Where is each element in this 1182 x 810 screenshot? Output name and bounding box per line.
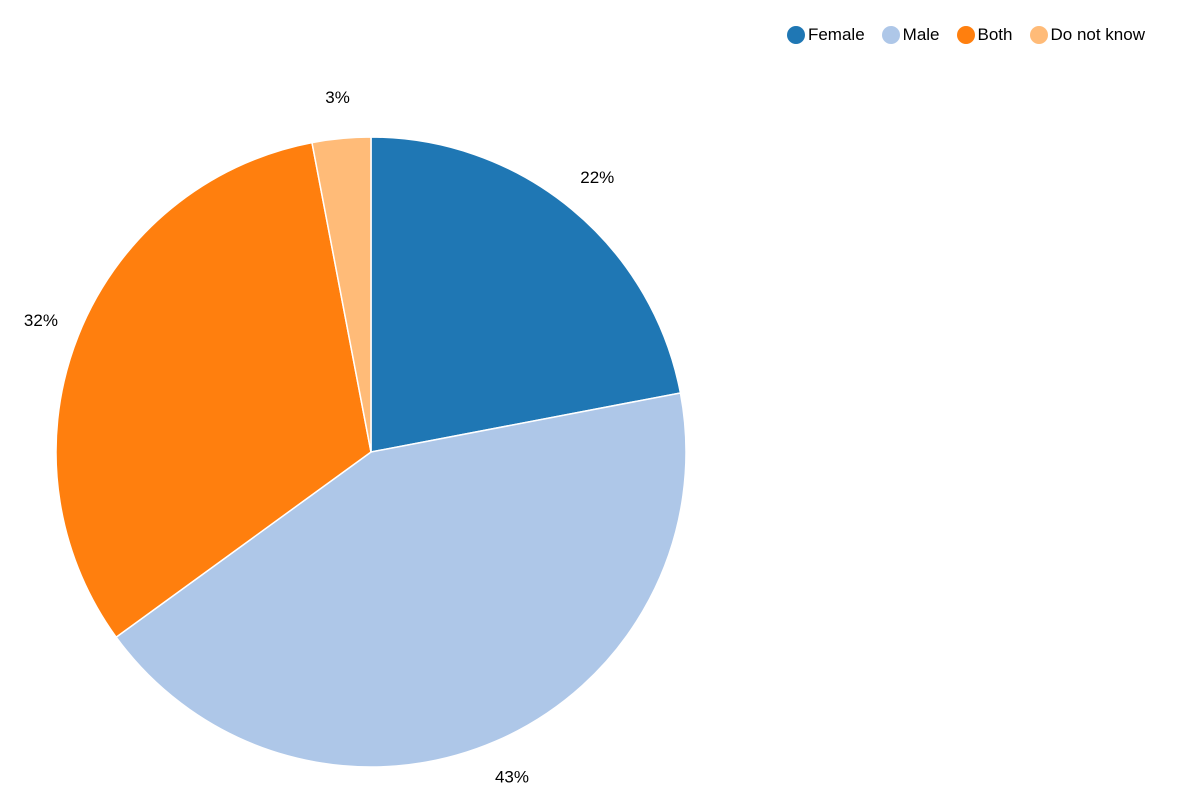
legend-item-male[interactable]: Male: [881, 25, 940, 45]
legend-swatch-icon: [1029, 26, 1048, 44]
pie-slice-both[interactable]: [55, 141, 372, 639]
pie-labels: 22% 43% 32% 3%: [24, 88, 614, 786]
legend-label: Female: [807, 25, 865, 44]
pie-slices: [55, 136, 687, 768]
pie-slice-do-not-know[interactable]: [311, 136, 372, 453]
legend-swatch-icon: [956, 26, 975, 44]
chart-legend: Female Male Both Do not know: [786, 25, 1146, 45]
legend-label: Do not know: [1050, 25, 1146, 44]
pie-slice-male[interactable]: [115, 392, 687, 768]
pie-label-do-not-know: 3%: [325, 88, 350, 107]
legend-swatch-icon: [881, 26, 900, 44]
legend-swatch-icon: [786, 26, 805, 44]
legend-item-both[interactable]: Both: [956, 25, 1013, 45]
legend-label: Male: [902, 25, 940, 44]
pie-label-female: 22%: [580, 168, 614, 187]
pie-label-both: 32%: [24, 311, 58, 330]
pie-slice-female[interactable]: [370, 136, 682, 453]
legend-label: Both: [977, 25, 1013, 44]
pie-label-male: 43%: [495, 767, 529, 786]
legend-item-do-not-know[interactable]: Do not know: [1029, 25, 1146, 45]
legend-item-female[interactable]: Female: [786, 25, 865, 45]
